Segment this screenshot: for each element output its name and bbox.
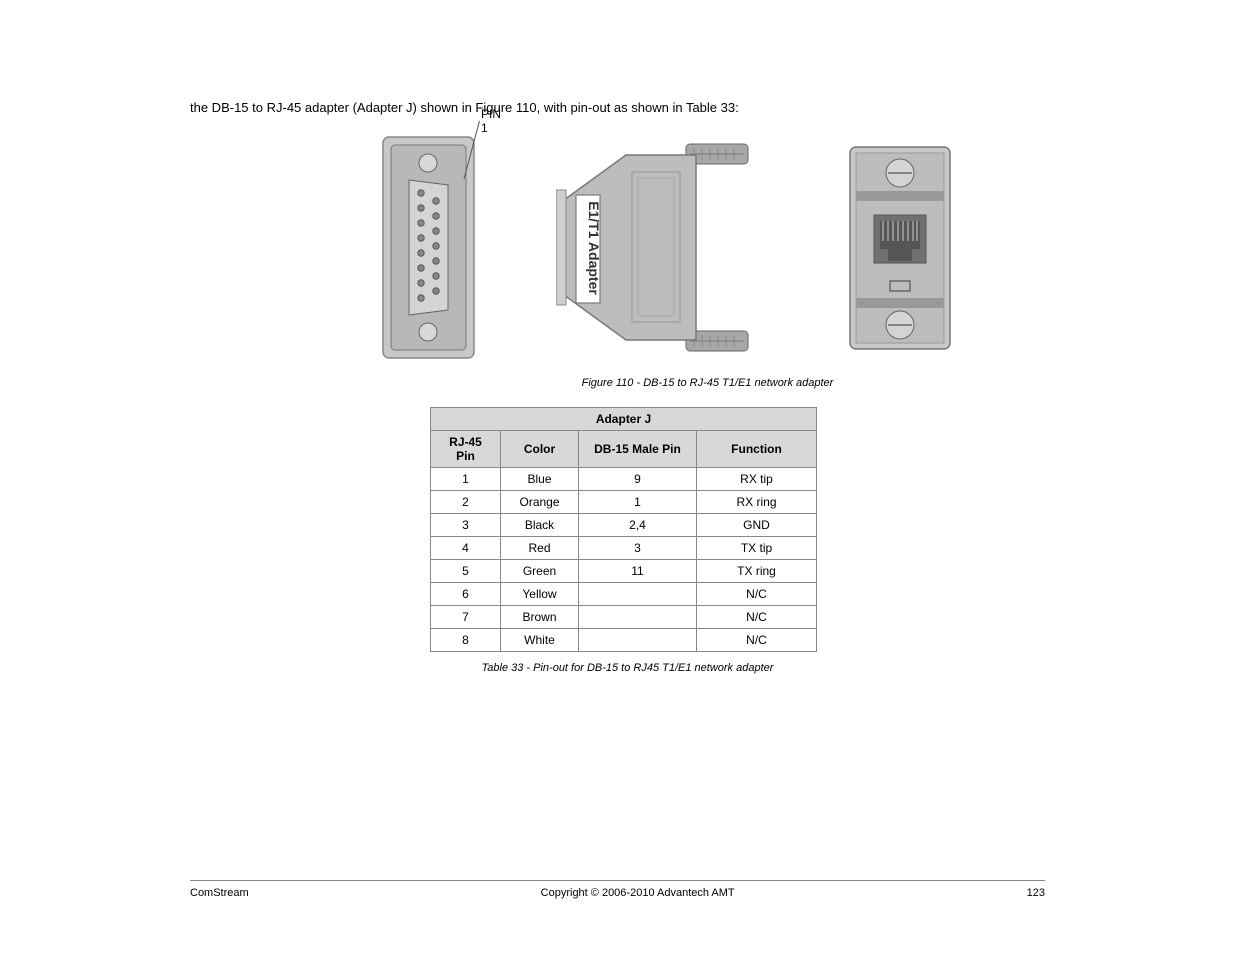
table-caption: Table 33 - Pin-out for DB-15 to RJ45 T1/… [430, 662, 825, 674]
table-cell [579, 606, 697, 629]
table-cell [579, 583, 697, 606]
table-cell: TX tip [697, 537, 817, 560]
table-cell: 3 [579, 537, 697, 560]
table-cell: 1 [579, 491, 697, 514]
table-cell: 9 [579, 468, 697, 491]
table-cell: Yellow [501, 583, 579, 606]
table-row: 3Black2,4GND [431, 514, 817, 537]
table-cell: 2,4 [579, 514, 697, 537]
table-title: Adapter J [431, 408, 817, 431]
footer-right: 123 [1027, 887, 1045, 899]
table-cell: Red [501, 537, 579, 560]
db15-connector: PIN 1 [381, 135, 476, 365]
intro-text: the DB-15 to RJ-45 adapter (Adapter J) s… [190, 100, 1045, 115]
table-cell: 3 [431, 514, 501, 537]
table-cell: TX ring [697, 560, 817, 583]
table-row: 2Orange1RX ring [431, 491, 817, 514]
col-header: Color [501, 431, 579, 468]
figure-row: PIN 1 [290, 135, 1045, 365]
table-cell: N/C [697, 629, 817, 652]
col-header: DB-15 Male Pin [579, 431, 697, 468]
col-header: RJ-45 Pin [431, 431, 501, 468]
pinout-table: Adapter J RJ-45 Pin Color DB-15 Male Pin… [430, 407, 817, 652]
table-row: 6Yellow N/C [431, 583, 817, 606]
adapter-side-view: E1/T1 Adapter [556, 140, 766, 360]
table-cell: Orange [501, 491, 579, 514]
table-cell: Green [501, 560, 579, 583]
table-cell: 8 [431, 629, 501, 652]
table-cell: 7 [431, 606, 501, 629]
figure-caption: Figure 110 - DB-15 to RJ-45 T1/E1 networ… [370, 377, 1045, 389]
table-cell: N/C [697, 583, 817, 606]
table-cell [579, 629, 697, 652]
table-row: 7Brown N/C [431, 606, 817, 629]
table-cell: Black [501, 514, 579, 537]
col-header: Function [697, 431, 817, 468]
table-cell: N/C [697, 606, 817, 629]
table-cell: 4 [431, 537, 501, 560]
table-cell: 2 [431, 491, 501, 514]
table-cell: RX tip [697, 468, 817, 491]
pin-1-label: PIN 1 [481, 107, 501, 135]
table-row: 8White N/C [431, 629, 817, 652]
svg-text:E1/T1 Adapter: E1/T1 Adapter [586, 201, 602, 295]
page-footer: ComStream Copyright © 2006-2010 Advantec… [190, 880, 1045, 899]
footer-left: ComStream [190, 887, 249, 899]
table-cell: 11 [579, 560, 697, 583]
table-cell: Blue [501, 468, 579, 491]
table-row: 1Blue9RX tip [431, 468, 817, 491]
table-row: 5Green11TX ring [431, 560, 817, 583]
table-row: 4Red3TX tip [431, 537, 817, 560]
table-cell: 1 [431, 468, 501, 491]
table-cell: RX ring [697, 491, 817, 514]
table-cell: White [501, 629, 579, 652]
table-cell: 6 [431, 583, 501, 606]
table-cell: 5 [431, 560, 501, 583]
table-cell: GND [697, 514, 817, 537]
rj45-end-view [846, 143, 954, 358]
table-cell: Brown [501, 606, 579, 629]
footer-center: Copyright © 2006-2010 Advantech AMT [249, 887, 1027, 899]
